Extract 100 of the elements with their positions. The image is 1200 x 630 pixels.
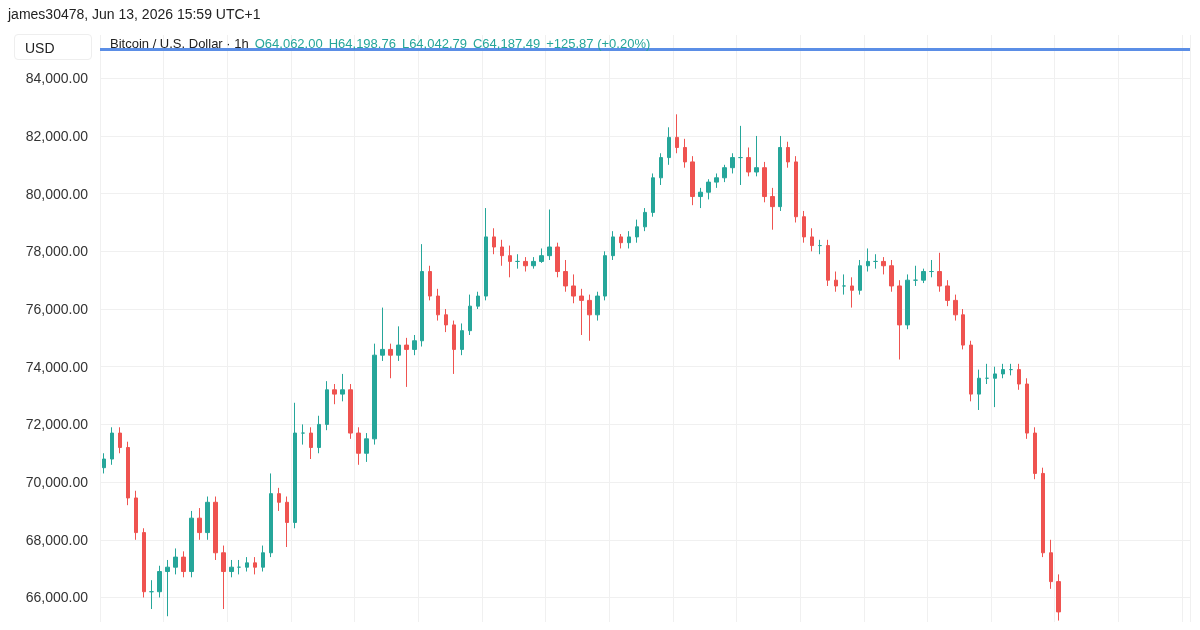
y-axis-title: USD — [14, 34, 92, 60]
candlestick — [317, 415, 321, 454]
candlestick — [858, 259, 862, 296]
candlestick — [802, 210, 806, 244]
candlestick — [563, 259, 568, 293]
candlestick — [460, 322, 464, 356]
y-tick-label: 80,000.00 — [25, 185, 89, 202]
candlestick — [173, 547, 178, 575]
candlestick — [905, 273, 910, 330]
candlestick — [579, 288, 584, 336]
candlestick — [587, 294, 592, 342]
candlestick — [969, 340, 973, 402]
candlestick — [778, 135, 782, 212]
candlestick — [221, 545, 226, 610]
candlestick — [643, 207, 647, 232]
candlestick — [754, 135, 759, 177]
candlestick — [364, 432, 369, 463]
candlestick — [476, 291, 480, 310]
candlestick — [690, 155, 695, 206]
candlestick — [953, 294, 958, 322]
candlestick — [205, 496, 210, 541]
candlestick — [165, 559, 170, 617]
candlestick — [340, 373, 345, 402]
candlestick — [181, 550, 186, 578]
candlestick — [635, 219, 639, 244]
candlestick — [770, 187, 775, 231]
candlestick — [866, 247, 870, 273]
candlestick — [977, 369, 981, 411]
candlestick — [134, 490, 138, 541]
annotation: H64,198.76 — [328, 36, 396, 51]
candlestick — [651, 172, 655, 218]
chart-title: james30478, Jun 13, 2026 15:59 UTC+1 — [8, 6, 261, 22]
candlestick — [547, 209, 552, 261]
candlestick — [237, 559, 241, 575]
candlestick — [142, 527, 146, 598]
candlestick — [301, 423, 305, 446]
candlestick — [762, 161, 767, 203]
candlestick — [229, 559, 234, 578]
candlestick — [388, 343, 393, 379]
candlestick — [412, 334, 417, 356]
candlestick — [293, 402, 297, 529]
candlestick — [468, 294, 472, 336]
candlestick — [834, 271, 838, 293]
candlestick — [1049, 539, 1053, 590]
candlestick — [436, 288, 440, 322]
annotation: L64,042.79 — [401, 36, 467, 51]
candlestick — [253, 556, 257, 575]
candlestick — [1056, 573, 1061, 622]
candlestick — [189, 510, 194, 578]
candlestick — [452, 320, 456, 375]
candlestick — [611, 230, 615, 261]
candlestick — [539, 247, 544, 264]
candlestick — [698, 187, 703, 209]
candlestick — [738, 125, 743, 186]
candlestick — [325, 380, 329, 431]
candlestick — [818, 239, 822, 255]
candlestick — [993, 366, 997, 408]
annotation: C64,187.49 — [472, 36, 541, 51]
candlestick — [356, 426, 361, 466]
candlestick — [706, 178, 711, 200]
candlestick — [372, 343, 377, 446]
candlestick — [603, 250, 607, 301]
y-tick-label: 82,000.00 — [25, 127, 89, 144]
candlestick — [913, 265, 918, 287]
candlestick — [961, 308, 965, 350]
candlestick — [484, 207, 488, 301]
candlestick — [722, 164, 727, 183]
candlestick — [889, 259, 894, 293]
candlestick — [332, 383, 337, 405]
y-tick-label: 84,000.00 — [25, 70, 89, 87]
candlestick — [1033, 426, 1037, 480]
candlestick — [508, 245, 512, 278]
candlestick — [714, 172, 719, 189]
candlestick — [269, 472, 273, 558]
candlestick — [110, 426, 114, 466]
annotation: O64,062.00 — [254, 36, 323, 51]
annotation: +125.87 (+0.20%) — [546, 36, 651, 51]
candlestick — [213, 496, 218, 561]
candlestick — [945, 279, 950, 307]
y-tick-label: 70,000.00 — [25, 474, 89, 491]
candlestick — [659, 152, 663, 186]
candlestick — [1041, 467, 1045, 558]
candlestick — [500, 239, 504, 267]
candlestick — [420, 243, 424, 348]
candlestick — [595, 291, 600, 322]
candlestick — [531, 256, 536, 270]
y-tick-label: 72,000.00 — [25, 416, 89, 433]
candlestick — [746, 147, 751, 177]
candlestick — [1025, 377, 1029, 440]
candlestick — [515, 253, 520, 270]
candlestick — [881, 256, 886, 275]
candlestick — [157, 565, 162, 598]
candlestick — [396, 325, 401, 362]
candlestick — [348, 383, 353, 440]
candlestick — [277, 487, 281, 512]
candlestick — [667, 126, 671, 166]
candlestick — [619, 233, 623, 249]
candlestick — [102, 452, 106, 474]
candlestick — [149, 579, 154, 610]
candlestick — [1017, 363, 1021, 391]
